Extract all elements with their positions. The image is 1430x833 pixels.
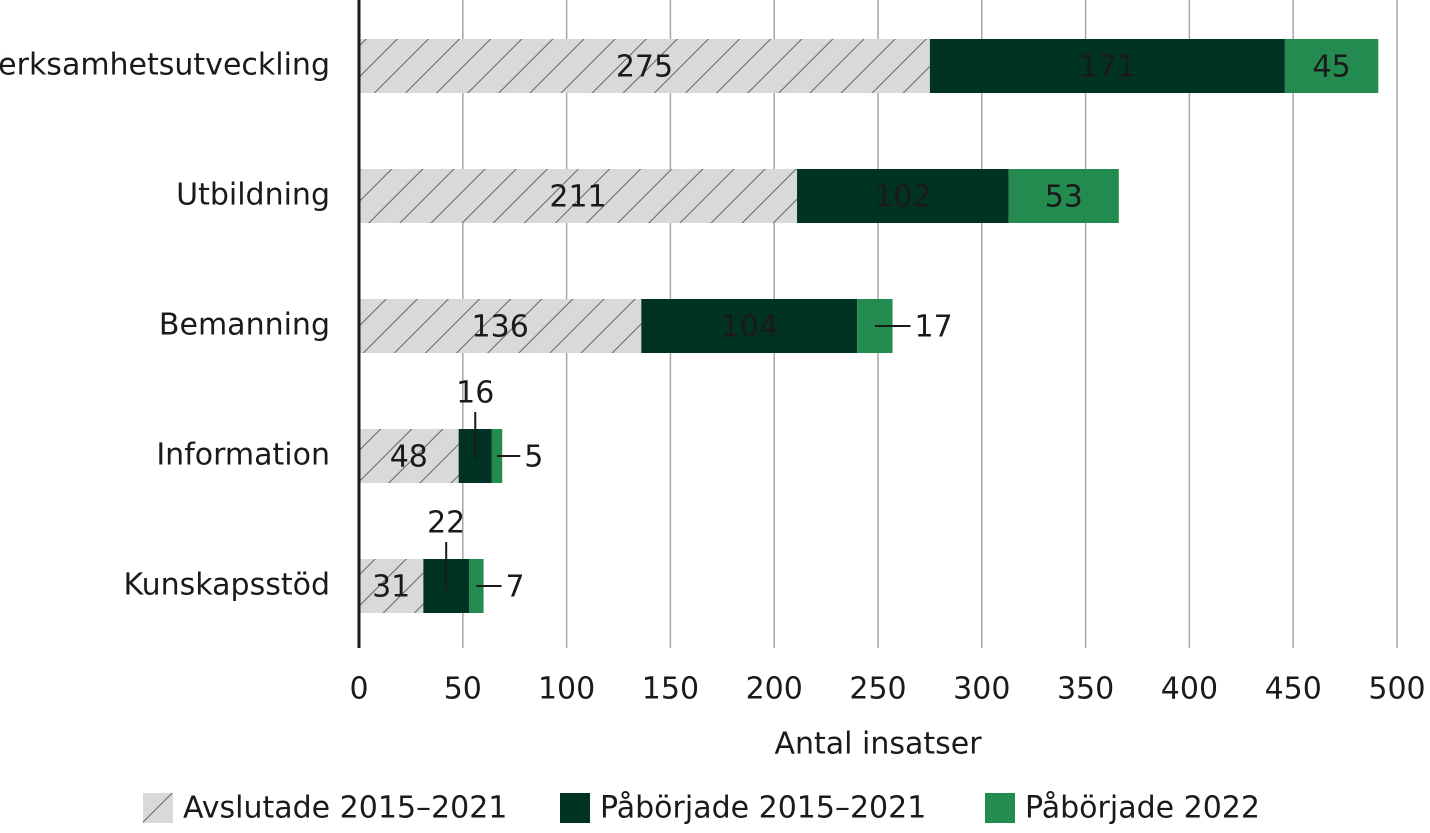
data-label: 45 [1313, 50, 1351, 85]
x-tick-label: 50 [444, 672, 482, 707]
data-label: 48 [390, 440, 428, 475]
data-label: 211 [549, 180, 606, 215]
data-label: 102 [874, 180, 931, 215]
bar-segment [359, 559, 424, 613]
legend-swatch [985, 793, 1015, 823]
data-label: 53 [1045, 180, 1083, 215]
legend-label: Påbörjade 2015–2021 [600, 791, 926, 826]
x-tick-label: 400 [1161, 672, 1218, 707]
legend-label: Påbörjade 2022 [1025, 791, 1260, 826]
x-axis-title: Antal insatser [774, 727, 982, 762]
x-tick-label: 150 [642, 672, 699, 707]
y-tick-label: Utbildning [176, 178, 330, 213]
x-tick-label: 250 [849, 672, 906, 707]
x-tick-label: 450 [1265, 672, 1322, 707]
data-label: 275 [616, 50, 673, 85]
y-tick-label: Verksamhetsutveckling [0, 48, 330, 83]
bar-segment [1284, 39, 1379, 93]
data-label: 5 [524, 440, 543, 475]
bar-segment [641, 299, 858, 353]
y-tick-label: Bemanning [159, 308, 330, 343]
data-label: 16 [456, 376, 494, 411]
bar-segment [1008, 169, 1119, 223]
bar-segment [359, 429, 459, 483]
bar-segment [359, 169, 798, 223]
legend-label: Avslutade 2015–2021 [183, 791, 507, 826]
bar-segment [929, 39, 1285, 93]
y-tick-label: Kunskapsstöd [123, 568, 330, 603]
x-tick-label: 350 [1057, 672, 1114, 707]
data-label: 7 [506, 570, 525, 605]
data-label: 17 [915, 310, 953, 345]
y-tick-label: Information [156, 438, 330, 473]
bar-segment [359, 39, 930, 93]
data-label: 136 [472, 310, 529, 345]
x-tick-label: 0 [349, 672, 368, 707]
data-label: 104 [721, 310, 778, 345]
legend-swatch [143, 793, 173, 823]
bar-segment [359, 299, 642, 353]
data-label: 22 [427, 506, 465, 541]
legend-swatch [560, 793, 590, 823]
data-label: 171 [1079, 50, 1136, 85]
x-tick-label: 100 [538, 672, 595, 707]
x-tick-label: 500 [1368, 672, 1425, 707]
x-tick-label: 300 [953, 672, 1010, 707]
data-label: 31 [372, 570, 410, 605]
x-tick-label: 200 [746, 672, 803, 707]
bar-segment [797, 169, 1009, 223]
